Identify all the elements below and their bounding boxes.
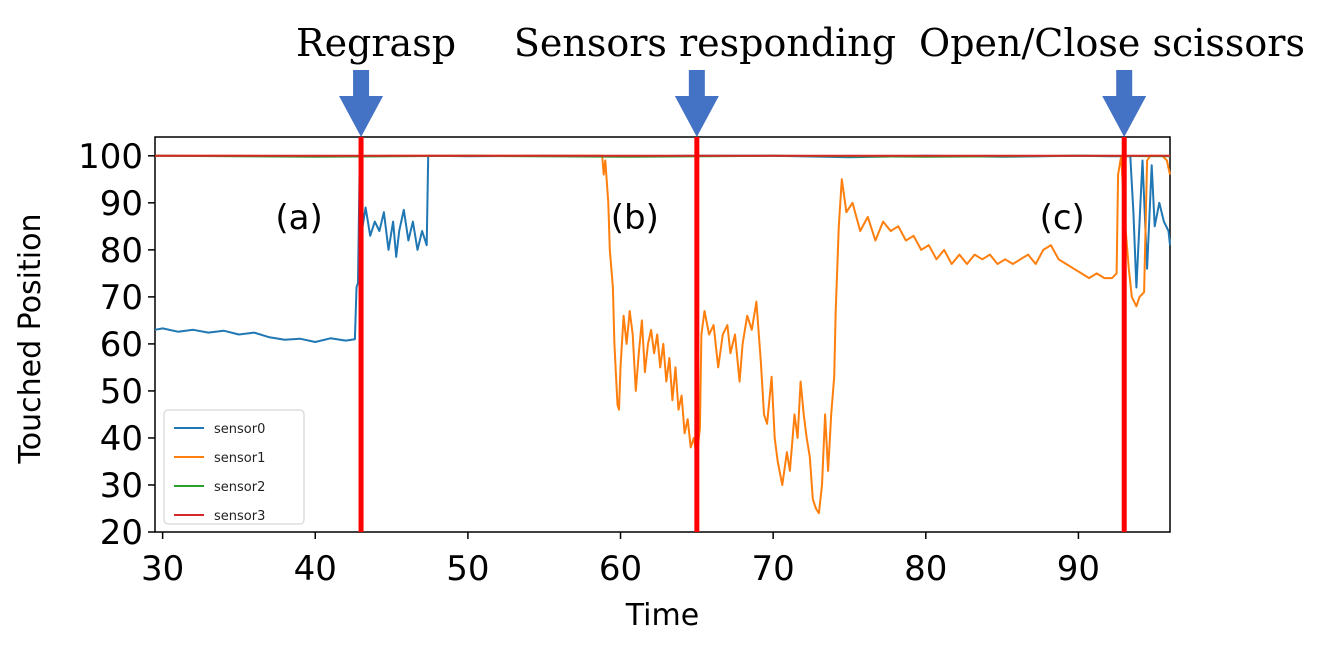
y-tick-label: 100 [78, 137, 143, 177]
event-title: Regrasp [296, 21, 456, 65]
legend-label: sensor1 [214, 451, 265, 466]
x-tick-label: 70 [752, 549, 795, 589]
x-tick-label: 80 [904, 549, 947, 589]
arrow-icon [688, 70, 705, 98]
y-tick-label: 60 [100, 325, 143, 365]
panel-label: (c) [1040, 198, 1085, 238]
x-axis-title: Time [625, 598, 699, 633]
arrow-icon [339, 96, 384, 137]
arrow-icon [353, 70, 370, 98]
series-line-sensor1 [155, 154, 1171, 515]
x-tick-label: 60 [599, 549, 642, 589]
plot-area [154, 136, 1171, 533]
y-tick-label: 50 [100, 372, 143, 412]
x-tick-label: 90 [1057, 549, 1100, 589]
annotations: Regrasp (a) Sensors responding (b) Open/Clos… [275, 21, 1305, 238]
arrow-icon [674, 96, 719, 137]
series-line-sensor0 [154, 154, 1171, 343]
x-tick-label: 30 [141, 549, 184, 589]
y-tick-label: 40 [100, 419, 143, 459]
panel-label: (a) [275, 198, 322, 238]
legend-label: sensor2 [214, 480, 265, 495]
plot-frame [154, 136, 1171, 533]
legend-label: sensor0 [214, 422, 265, 437]
y-tick-label: 20 [100, 513, 143, 553]
event-title: Open/Close scissors [919, 21, 1305, 65]
y-tick-label: 70 [100, 278, 143, 318]
event-markers [358, 137, 1127, 532]
x-tick-label: 40 [294, 549, 337, 589]
legend: sensor0 sensor1 sensor2 sensor3 [163, 409, 305, 525]
y-tick-label: 80 [100, 231, 143, 271]
y-tick-label: 90 [100, 184, 143, 224]
panel-label: (b) [611, 198, 659, 238]
legend-label: sensor3 [214, 509, 265, 524]
x-tick-label: 50 [446, 549, 489, 589]
arrow-icon [1102, 96, 1147, 137]
y-tick-label: 30 [100, 466, 143, 506]
legend-box [163, 409, 305, 525]
event-title: Sensors responding [514, 21, 896, 65]
arrow-icon [1116, 70, 1133, 98]
y-axis-title: Touched Position [13, 214, 48, 465]
